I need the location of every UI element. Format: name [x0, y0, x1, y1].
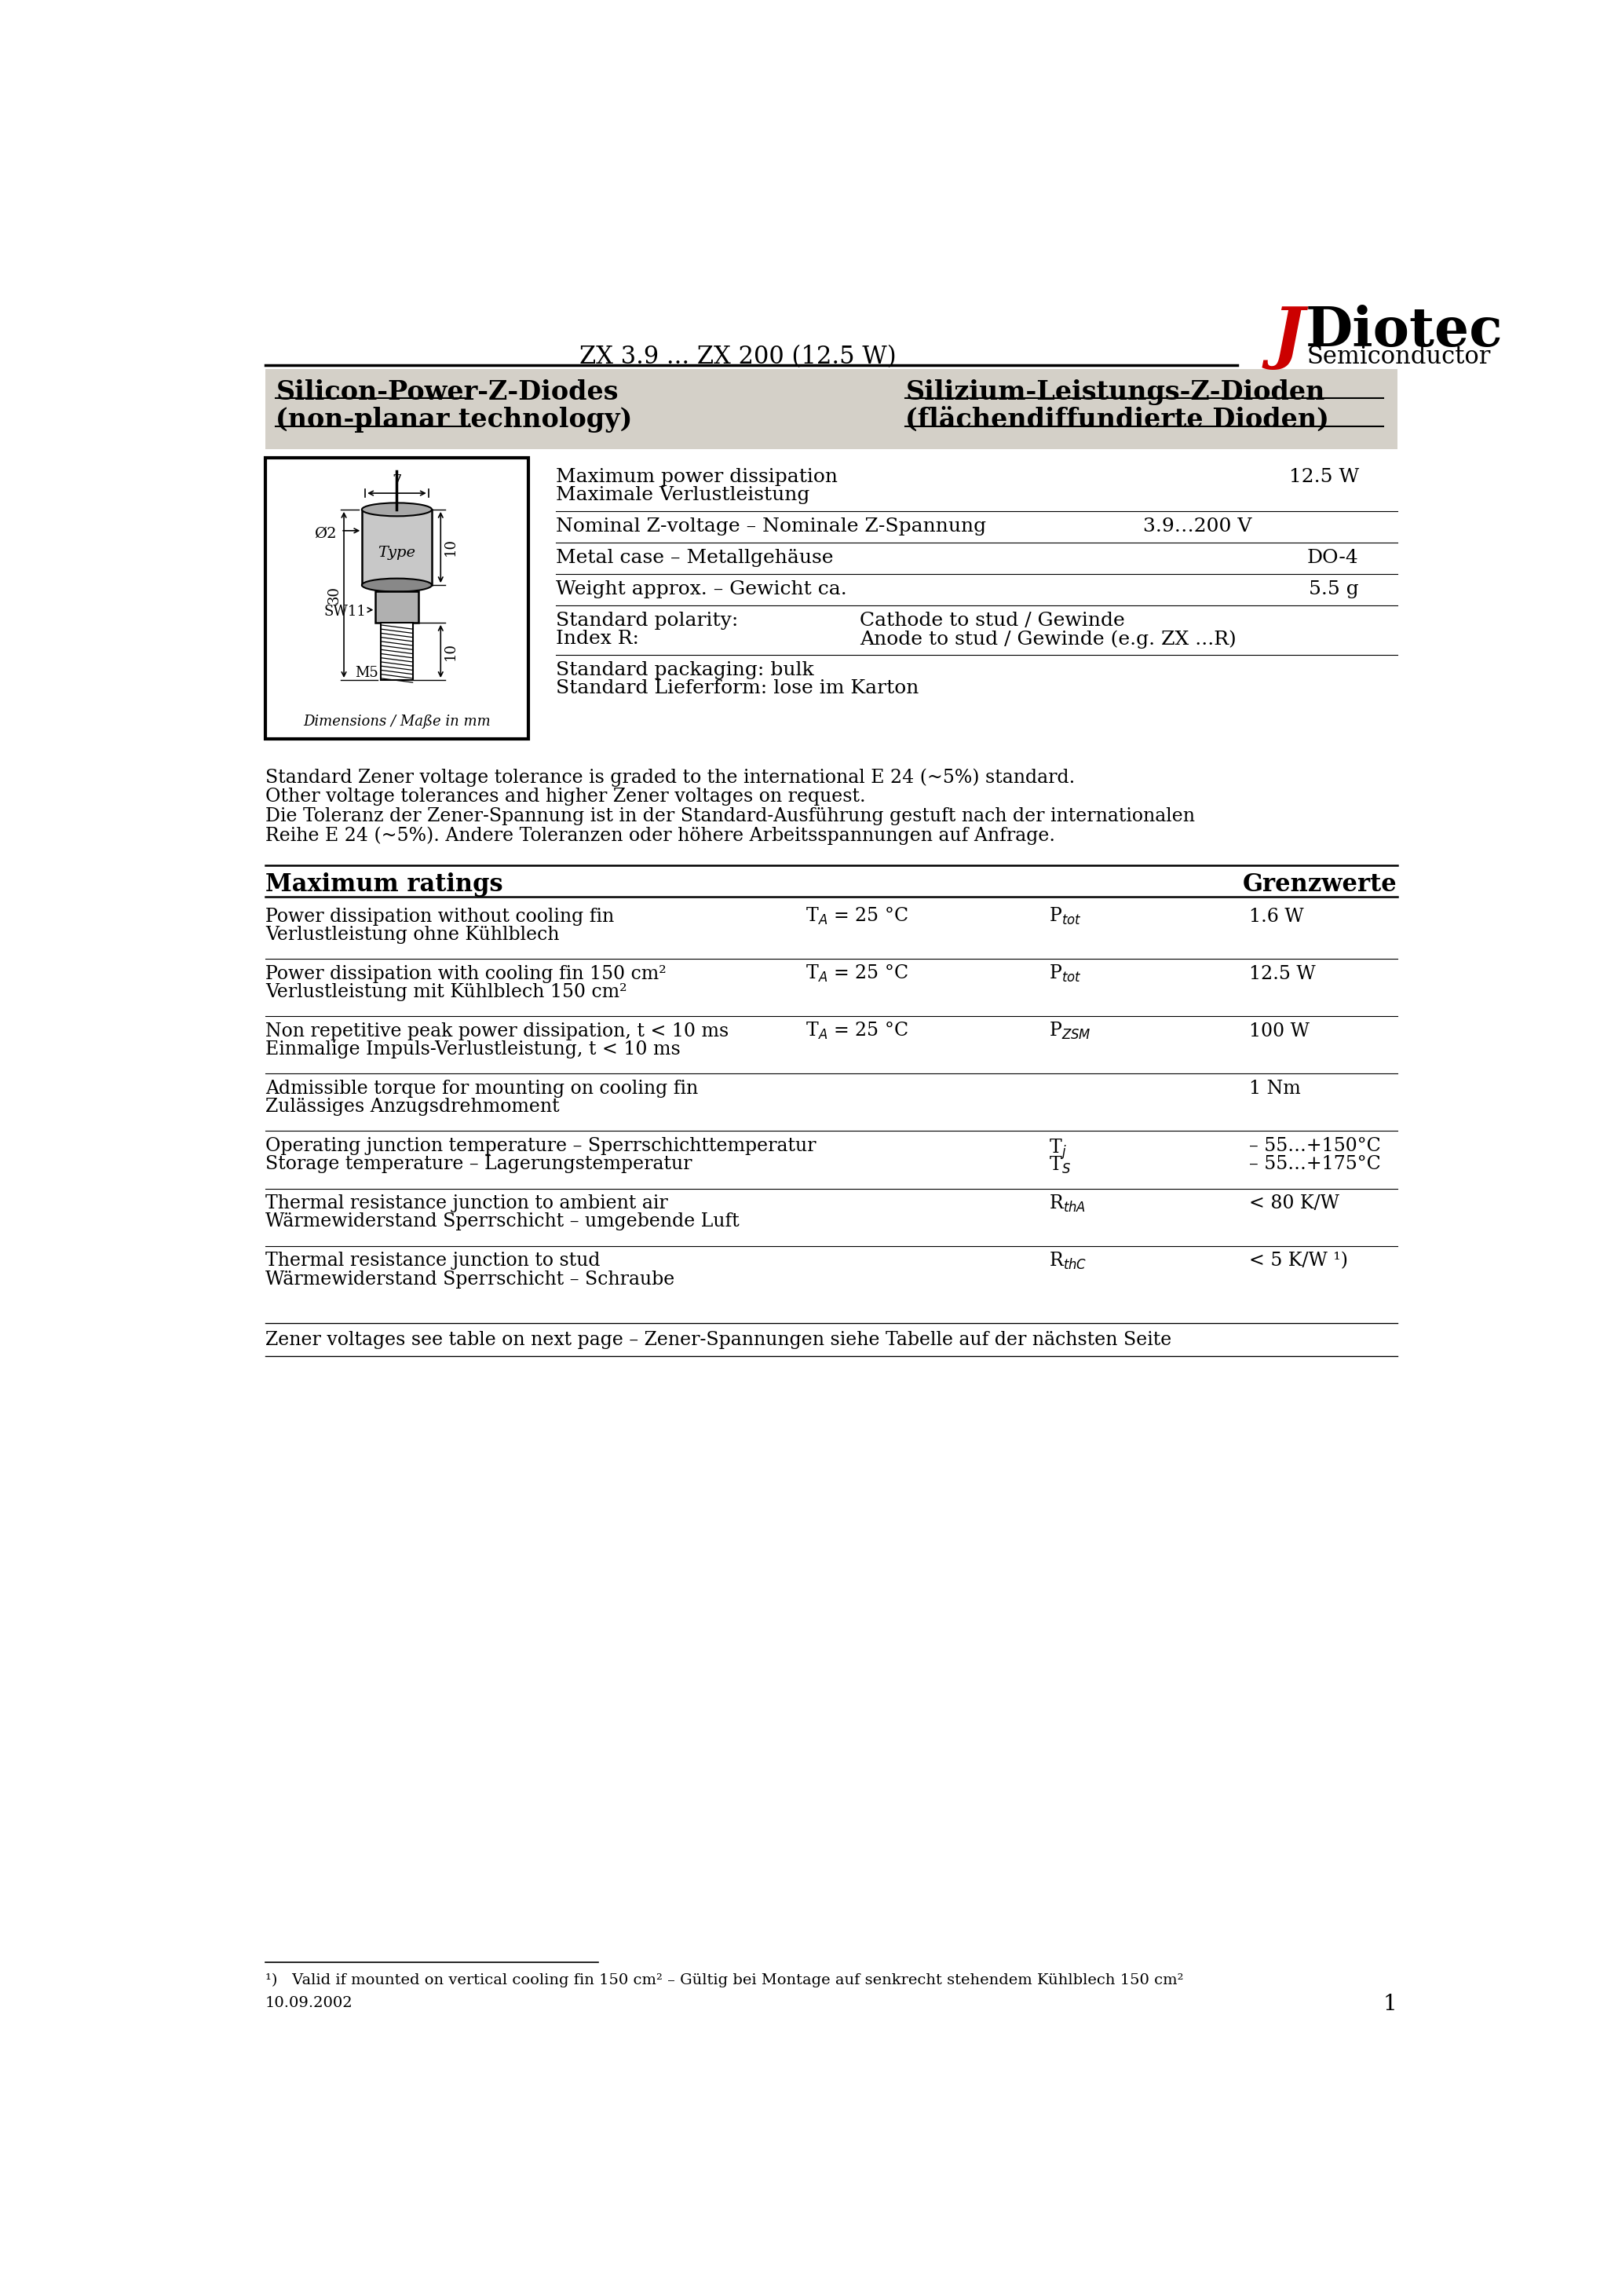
Text: Grenzwerte: Grenzwerte: [1242, 872, 1397, 898]
Text: ¹)   Valid if mounted on vertical cooling fin 150 cm² – Gültig bei Montage auf s: ¹) Valid if mounted on vertical cooling …: [266, 1972, 1184, 1988]
Text: < 5 K/W ¹): < 5 K/W ¹): [1249, 1251, 1348, 1270]
Text: SW11: SW11: [324, 604, 367, 618]
Text: 100 W: 100 W: [1249, 1022, 1309, 1040]
Text: (non-planar technology): (non-planar technology): [276, 406, 633, 432]
Text: ZX 3.9 ... ZX 200 (12.5 W): ZX 3.9 ... ZX 200 (12.5 W): [579, 344, 897, 370]
Text: Maximum ratings: Maximum ratings: [266, 872, 503, 898]
Text: T$_A$ = 25 °C: T$_A$ = 25 °C: [805, 1022, 908, 1042]
Text: 30: 30: [326, 585, 341, 604]
Text: Wärmewiderstand Sperrschicht – umgebende Luft: Wärmewiderstand Sperrschicht – umgebende…: [266, 1212, 740, 1231]
Text: T$_A$ = 25 °C: T$_A$ = 25 °C: [805, 964, 908, 985]
Ellipse shape: [362, 579, 431, 592]
Text: Standard Zener voltage tolerance is graded to the international E 24 (~5%) stand: Standard Zener voltage tolerance is grad…: [266, 769, 1075, 788]
Text: Power dissipation with cooling fin 150 cm²: Power dissipation with cooling fin 150 c…: [266, 964, 667, 983]
Text: Ø2: Ø2: [315, 526, 337, 540]
Text: T$_j$: T$_j$: [1048, 1137, 1066, 1162]
Text: 12.5 W: 12.5 W: [1249, 964, 1315, 983]
Text: Nominal Z-voltage – Nominale Z-Spannung: Nominal Z-voltage – Nominale Z-Spannung: [556, 517, 986, 535]
Text: Index R:: Index R:: [556, 629, 639, 647]
Text: Storage temperature – Lagerungstemperatur: Storage temperature – Lagerungstemperatu…: [266, 1155, 693, 1173]
Text: Anode to stud / Gewinde (e.g. ZX ...R): Anode to stud / Gewinde (e.g. ZX ...R): [860, 629, 1236, 647]
Text: M5: M5: [355, 666, 378, 680]
Text: Verlustleistung mit Kühlblech 150 cm²: Verlustleistung mit Kühlblech 150 cm²: [266, 983, 628, 1001]
Text: Wärmewiderstand Sperrschicht – Schraube: Wärmewiderstand Sperrschicht – Schraube: [266, 1270, 675, 1288]
Text: Silicon-Power-Z-Diodes: Silicon-Power-Z-Diodes: [276, 379, 618, 404]
Text: Weight approx. – Gewicht ca.: Weight approx. – Gewicht ca.: [556, 581, 847, 599]
Text: 10: 10: [444, 537, 457, 556]
Text: 12.5 W: 12.5 W: [1289, 468, 1359, 487]
Text: Thermal resistance junction to ambient air: Thermal resistance junction to ambient a…: [266, 1194, 668, 1212]
Text: Metal case – Metallgehäuse: Metal case – Metallgehäuse: [556, 549, 834, 567]
Text: Cathode to stud / Gewinde: Cathode to stud / Gewinde: [860, 611, 1126, 629]
Text: Admissible torque for mounting on cooling fin: Admissible torque for mounting on coolin…: [266, 1079, 697, 1097]
Text: Zener voltages see table on next page – Zener-Spannungen siehe Tabelle auf der n: Zener voltages see table on next page – …: [266, 1332, 1171, 1350]
Text: Zulässiges Anzugsdrehmoment: Zulässiges Anzugsdrehmoment: [266, 1097, 560, 1116]
Text: 10.09.2002: 10.09.2002: [266, 1995, 354, 2009]
Text: 7: 7: [393, 475, 402, 489]
Bar: [362, 510, 431, 585]
Text: Standard polarity:: Standard polarity:: [556, 611, 738, 629]
Text: Maximum power dissipation: Maximum power dissipation: [556, 468, 837, 487]
Bar: [266, 459, 529, 739]
Text: < 80 K/W: < 80 K/W: [1249, 1194, 1340, 1212]
Text: Semiconductor: Semiconductor: [1307, 344, 1491, 370]
Text: Dimensions / Maße in mm: Dimensions / Maße in mm: [303, 714, 490, 728]
Text: Reihe E 24 (~5%). Andere Toleranzen oder höhere Arbeitsspannungen auf Anfrage.: Reihe E 24 (~5%). Andere Toleranzen oder…: [266, 827, 1056, 845]
Text: P$_{tot}$: P$_{tot}$: [1048, 964, 1082, 985]
Bar: [381, 622, 412, 680]
Text: Maximale Verlustleistung: Maximale Verlustleistung: [556, 487, 809, 505]
Text: J: J: [1272, 305, 1304, 370]
Bar: [266, 370, 1397, 450]
Text: R$_{thA}$: R$_{thA}$: [1048, 1194, 1085, 1215]
Text: 3.9…200 V: 3.9…200 V: [1144, 517, 1252, 535]
Text: Non repetitive peak power dissipation, t < 10 ms: Non repetitive peak power dissipation, t…: [266, 1022, 728, 1040]
Text: Verlustleistung ohne Kühlblech: Verlustleistung ohne Kühlblech: [266, 925, 560, 944]
Text: 1 Nm: 1 Nm: [1249, 1079, 1301, 1097]
Text: P$_{tot}$: P$_{tot}$: [1048, 907, 1082, 928]
Text: – 55…+150°C: – 55…+150°C: [1249, 1137, 1380, 1155]
Text: P$_{ZSM}$: P$_{ZSM}$: [1048, 1022, 1090, 1042]
Text: 5.5 g: 5.5 g: [1309, 581, 1359, 599]
Text: T$_S$: T$_S$: [1048, 1155, 1071, 1176]
Text: Die Toleranz der Zener-Spannung ist in der Standard-Ausführung gestuft nach der : Die Toleranz der Zener-Spannung ist in d…: [266, 806, 1195, 824]
Text: T$_A$ = 25 °C: T$_A$ = 25 °C: [805, 907, 908, 928]
Text: Diotec: Diotec: [1306, 305, 1504, 358]
Text: (flächendiffundierte Dioden): (flächendiffundierte Dioden): [905, 406, 1330, 432]
Text: Standard packaging: bulk: Standard packaging: bulk: [556, 661, 814, 680]
Text: 1: 1: [1384, 1993, 1397, 2016]
Ellipse shape: [362, 503, 431, 517]
Text: Einmalige Impuls-Verlustleistung, t < 10 ms: Einmalige Impuls-Verlustleistung, t < 10…: [266, 1040, 681, 1058]
Text: Power dissipation without cooling fin: Power dissipation without cooling fin: [266, 907, 615, 925]
Text: Operating junction temperature – Sperrschichttemperatur: Operating junction temperature – Sperrsc…: [266, 1137, 816, 1155]
Text: Thermal resistance junction to stud: Thermal resistance junction to stud: [266, 1251, 600, 1270]
Text: Other voltage tolerances and higher Zener voltages on request.: Other voltage tolerances and higher Zene…: [266, 788, 866, 806]
Text: DO-4: DO-4: [1307, 549, 1359, 567]
Text: Standard Lieferform: lose im Karton: Standard Lieferform: lose im Karton: [556, 680, 918, 698]
Text: – 55…+175°C: – 55…+175°C: [1249, 1155, 1380, 1173]
Text: Silizium-Leistungs-Z-Dioden: Silizium-Leistungs-Z-Dioden: [905, 379, 1325, 404]
Text: Type: Type: [378, 546, 415, 560]
Text: 10: 10: [444, 643, 457, 659]
Bar: [376, 590, 418, 622]
Text: R$_{thC}$: R$_{thC}$: [1048, 1251, 1087, 1272]
Text: 1.6 W: 1.6 W: [1249, 907, 1304, 925]
